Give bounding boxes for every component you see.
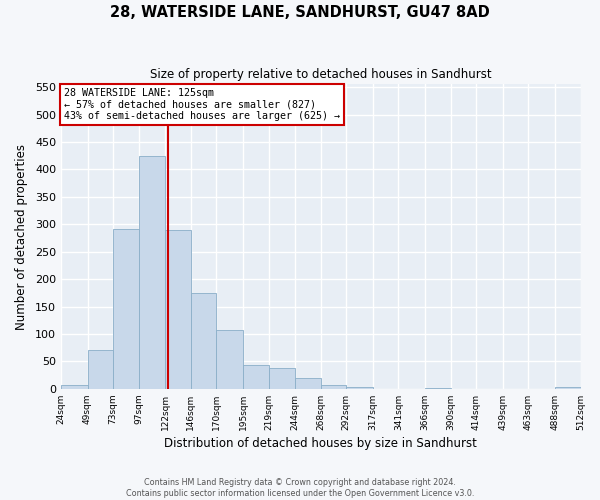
Title: Size of property relative to detached houses in Sandhurst: Size of property relative to detached ho…: [150, 68, 491, 80]
Bar: [88, 350, 113, 389]
Y-axis label: Number of detached properties: Number of detached properties: [15, 144, 28, 330]
Bar: [139, 156, 165, 389]
Bar: [61, 385, 88, 389]
Text: 28 WATERSIDE LANE: 125sqm
← 57% of detached houses are smaller (827)
43% of semi: 28 WATERSIDE LANE: 125sqm ← 57% of detac…: [64, 88, 340, 122]
X-axis label: Distribution of detached houses by size in Sandhurst: Distribution of detached houses by size …: [164, 437, 477, 450]
Bar: [321, 385, 346, 389]
Bar: [295, 378, 321, 389]
Bar: [217, 330, 243, 389]
Text: 28, WATERSIDE LANE, SANDHURST, GU47 8AD: 28, WATERSIDE LANE, SANDHURST, GU47 8AD: [110, 5, 490, 20]
Bar: [243, 365, 269, 389]
Bar: [191, 293, 217, 389]
Bar: [113, 229, 139, 389]
Bar: [425, 388, 451, 389]
Bar: [555, 387, 581, 389]
Bar: [346, 386, 373, 389]
Bar: [269, 368, 295, 389]
Bar: [165, 230, 191, 389]
Text: Contains HM Land Registry data © Crown copyright and database right 2024.
Contai: Contains HM Land Registry data © Crown c…: [126, 478, 474, 498]
